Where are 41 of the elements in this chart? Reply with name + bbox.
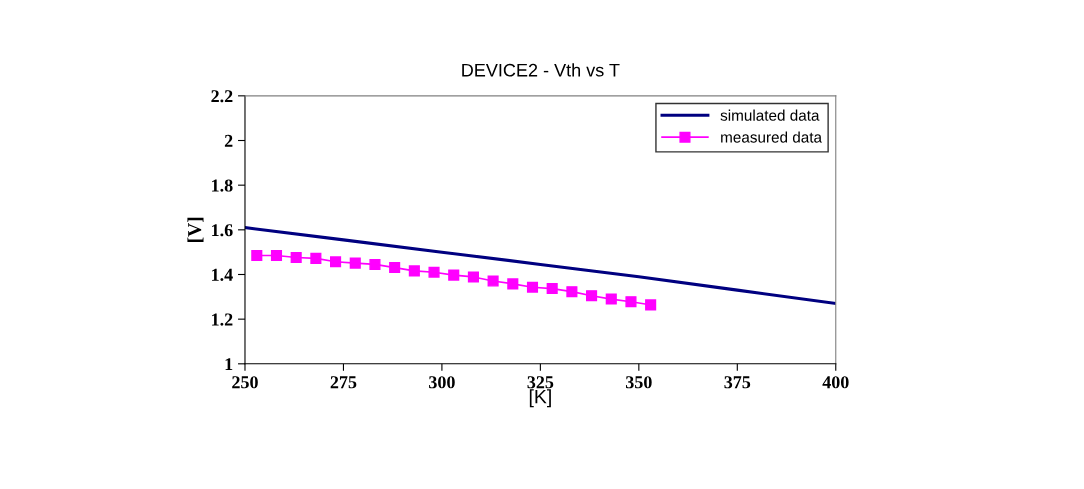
x-tick-label: 250 — [232, 376, 258, 389]
point — [526, 281, 539, 293]
y-tick-label: 1.8 — [212, 179, 233, 192]
point — [487, 275, 499, 287]
x-tick-label: 300 — [429, 376, 455, 389]
point — [349, 257, 361, 269]
x-tick-label: 275 — [330, 376, 357, 389]
y-tick-label: 1 — [225, 358, 233, 371]
point — [251, 249, 263, 262]
legend-label: simulated data — [720, 109, 820, 121]
x-tick-label: 350 — [625, 376, 652, 389]
point — [369, 258, 381, 270]
point — [428, 266, 440, 278]
point — [290, 251, 302, 264]
point — [330, 256, 342, 268]
point — [389, 262, 401, 274]
point — [566, 286, 578, 298]
y-axis-title: [V] — [187, 217, 204, 242]
x-axis-title: [K] — [529, 389, 551, 408]
y-tick-label: 1.4 — [212, 268, 233, 282]
x-tick-label: 375 — [724, 376, 751, 389]
line-series — [244, 226, 836, 306]
point — [270, 249, 283, 262]
y-tick-label: 1.6 — [212, 224, 233, 237]
point — [605, 293, 617, 305]
y-tick-label: 1.2 — [212, 313, 233, 326]
point — [408, 265, 420, 277]
x-tick-label: 400 — [822, 376, 849, 389]
point — [507, 278, 519, 290]
point — [546, 283, 558, 295]
chart-title: DEVICE2 - Vth vs T — [462, 63, 620, 77]
legend-label: measured data — [721, 131, 823, 143]
point — [645, 299, 657, 311]
point — [310, 252, 322, 264]
point — [625, 296, 637, 308]
x-tick-label: 325 — [527, 376, 554, 389]
y-tick-label: 2.2 — [211, 90, 233, 103]
point — [586, 290, 598, 302]
point — [448, 269, 460, 281]
point — [467, 271, 479, 283]
y-tick-label: 2 — [224, 134, 233, 147]
